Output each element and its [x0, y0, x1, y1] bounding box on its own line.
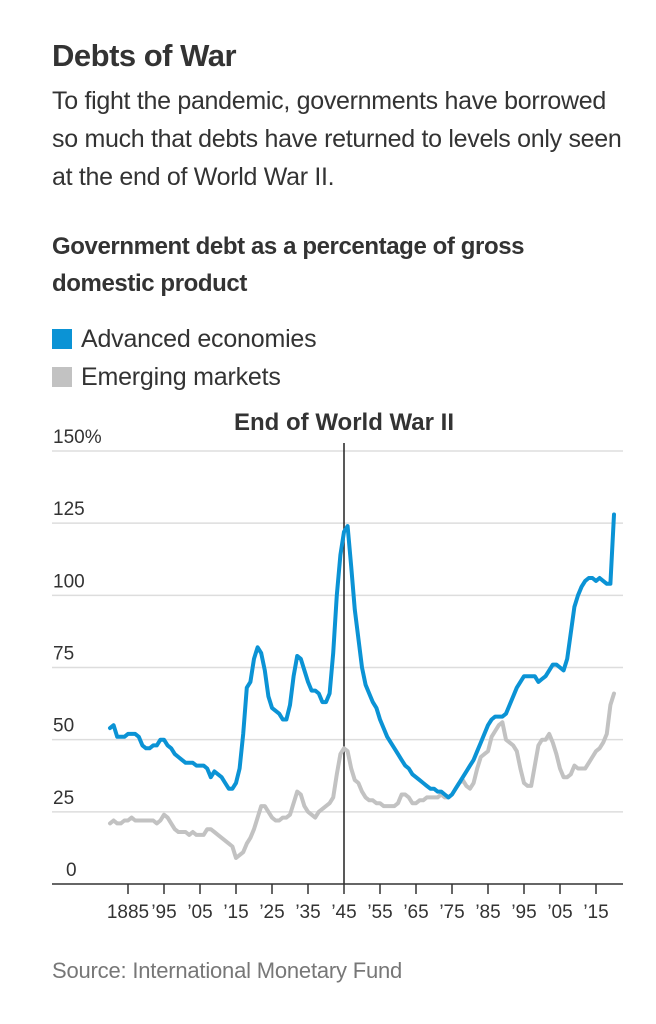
- y-axis-labels: 0 25 50 75 100 125 150%: [53, 427, 102, 881]
- y-tick-label: 25: [53, 788, 74, 809]
- line-chart: 0 25 50 75 100 125 150% End of World War II 18…: [52, 409, 623, 920]
- y-tick-label: 50: [53, 716, 74, 737]
- legend-item-emerging: Emerging markets: [52, 358, 316, 396]
- annotation-label: End of World War II: [234, 409, 454, 436]
- legend-swatch-emerging: [52, 367, 72, 387]
- x-tick-label: ’95: [151, 902, 176, 920]
- x-tick-label: ’75: [439, 902, 464, 920]
- x-tick-label: ’55: [367, 902, 392, 920]
- subheadline: To fight the pandemic, governments have …: [52, 87, 622, 191]
- source-note: Source: International Monetary Fund: [52, 958, 403, 983]
- x-axis: 1885’95’05’15’25’35’45’55’65’75’85’95’05…: [52, 883, 623, 920]
- y-tick-label: 100: [53, 571, 85, 592]
- series-line-emerging-markets: [108, 691, 616, 860]
- series-line-advanced-economies: [108, 512, 616, 800]
- x-tick-label: ’85: [475, 902, 500, 920]
- legend-label-emerging: Emerging markets: [81, 362, 281, 391]
- x-tick-label: ’65: [403, 902, 428, 920]
- x-tick-label: ’35: [295, 902, 320, 920]
- legend-swatch-advanced: [52, 329, 72, 349]
- x-tick-label: ’95: [511, 902, 536, 920]
- headline: Debts of War: [52, 38, 237, 73]
- y-tick-label: 150%: [53, 427, 102, 448]
- annotations: End of World War II: [234, 409, 454, 884]
- chart-title: Government debt as a percentage of gross…: [52, 233, 525, 297]
- y-tick-label: 75: [53, 644, 74, 665]
- x-tick-label: ’15: [223, 902, 248, 920]
- x-tick-label: ’25: [259, 902, 284, 920]
- legend-item-advanced: Advanced economies: [52, 320, 317, 358]
- x-tick-label: 1885: [107, 902, 149, 920]
- x-tick-label: ’05: [187, 902, 212, 920]
- y-tick-label: 125: [53, 499, 85, 520]
- y-tick-label: 0: [66, 860, 77, 881]
- x-tick-label: ’45: [331, 902, 356, 920]
- gridlines: [52, 450, 623, 813]
- x-tick-label: ’15: [583, 902, 608, 920]
- legend: Advanced economies Emerging markets: [52, 320, 317, 396]
- legend-label-advanced: Advanced economies: [81, 324, 317, 353]
- series-lines: [108, 512, 616, 860]
- x-tick-label: ’05: [547, 902, 572, 920]
